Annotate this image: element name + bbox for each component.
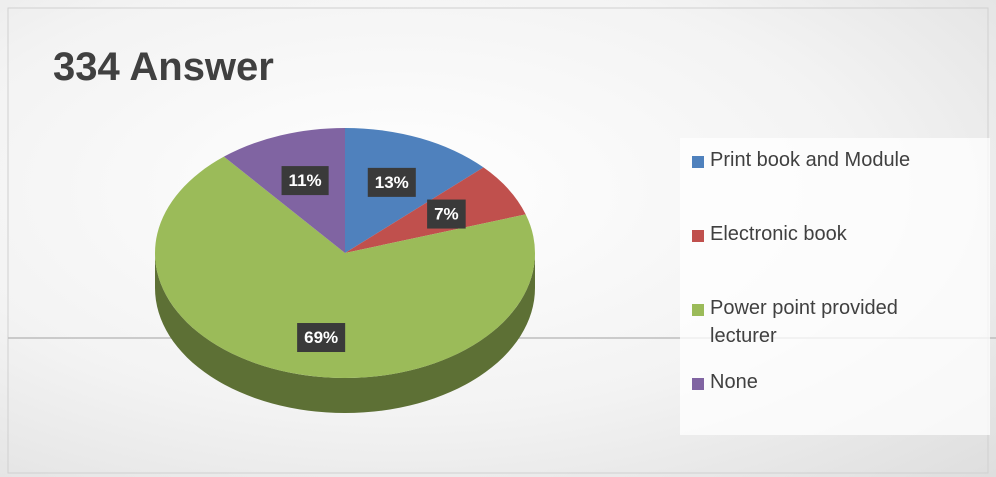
data-label: 13% — [375, 173, 409, 192]
data-label: 11% — [289, 171, 322, 190]
legend-item: Print book and Module — [692, 149, 990, 224]
data-label: 7% — [434, 205, 459, 224]
legend-swatch — [692, 230, 704, 242]
slice-side — [155, 253, 535, 413]
legend-label: None — [710, 371, 758, 393]
legend-label: Electronic book — [710, 223, 847, 245]
legend-label: Power point provided lecturer — [710, 297, 898, 347]
legend-item: Electronic book — [692, 223, 990, 298]
legend-swatch — [692, 304, 704, 316]
legend-label: Print book and Module — [710, 149, 911, 171]
legend: Print book and Module Electronic book Powe… — [680, 138, 990, 435]
chart-title: 334 Answer — [53, 45, 274, 89]
data-label-box — [297, 323, 346, 353]
data-label-box — [281, 166, 329, 196]
data-label-box — [427, 199, 466, 229]
data-label: 69% — [304, 328, 338, 347]
legend-swatch — [692, 156, 704, 168]
legend-swatch — [692, 378, 704, 390]
legend-item: None — [692, 371, 990, 446]
legend-item: Power point provided lecturer — [692, 297, 990, 372]
data-label-box — [367, 167, 416, 197]
slice — [155, 156, 535, 378]
